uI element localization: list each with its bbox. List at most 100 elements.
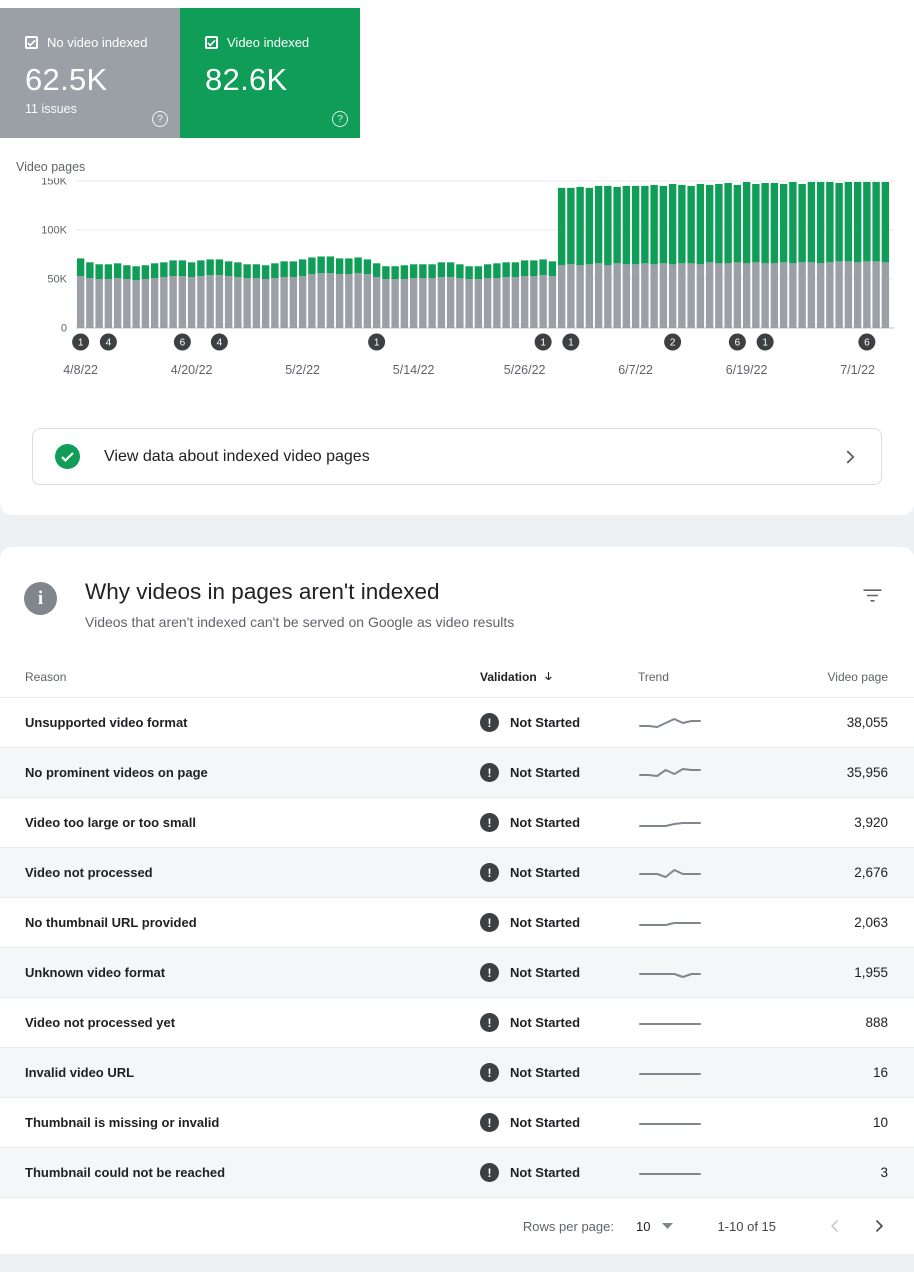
annotation-marker[interactable]: 4 [210, 333, 228, 351]
validation-status: ! Not Started [480, 963, 638, 982]
issues-header: i Why videos in pages aren't indexed Vid… [0, 579, 914, 630]
pagination-range: 1-10 of 15 [717, 1218, 776, 1234]
validation-label: Not Started [510, 765, 581, 780]
svg-text:1: 1 [78, 338, 84, 349]
video-pages-chart: Video pages 0 50K 100K 150K 1 4 6 4 1 1 1 2 6 1 6 4/8/2… [0, 160, 914, 386]
annotation-marker[interactable]: 1 [562, 333, 580, 351]
issues-table: Reason Validation Trend Video page Unsup… [0, 656, 914, 1198]
next-page-button[interactable] [866, 1213, 892, 1239]
reason-cell: Unknown video format [25, 965, 166, 980]
help-icon[interactable]: ? [152, 111, 168, 127]
svg-text:100K: 100K [41, 225, 67, 237]
reason-cell: No thumbnail URL provided [25, 915, 197, 930]
validation-status: ! Not Started [480, 1063, 638, 1082]
validation-label: Not Started [510, 1165, 581, 1180]
bars[interactable] [76, 181, 890, 328]
annotation-marker[interactable]: 1 [368, 333, 386, 351]
col-validation-sort[interactable]: Validation [480, 670, 638, 684]
reason-cell: Thumbnail is missing or invalid [25, 1115, 220, 1130]
video-page-count: 10 [872, 1115, 888, 1130]
validation-status: ! Not Started [480, 713, 638, 732]
trend-sparkline [638, 960, 783, 986]
checkbox-checked-icon[interactable] [205, 36, 218, 49]
rows-per-page-label: Rows per page: [522, 1218, 614, 1234]
col-video-page: Video page [827, 669, 888, 684]
stat-video-indexed[interactable]: Video indexed 82.6K ? [180, 8, 360, 138]
table-row[interactable]: Unsupported video format! Not Started 38,0… [0, 698, 914, 748]
validation-status: ! Not Started [480, 813, 638, 832]
exclamation-circle-icon: ! [480, 863, 499, 882]
sort-desc-icon [544, 672, 552, 681]
reason-cell: Video too large or too small [25, 815, 196, 830]
validation-label: Not Started [510, 915, 581, 930]
table-row[interactable]: Thumbnail is missing or invalid! Not Star… [0, 1098, 914, 1148]
svg-text:0: 0 [61, 323, 67, 335]
trend-sparkline [638, 910, 783, 936]
reason-cell: Invalid video URL [25, 1065, 135, 1080]
svg-text:50K: 50K [47, 274, 67, 286]
svg-text:6: 6 [864, 338, 870, 349]
rows-per-page-select[interactable]: 10 [636, 1219, 674, 1234]
validation-label: Not Started [510, 1065, 581, 1080]
chevron-right-icon [875, 1219, 884, 1233]
table-row[interactable]: No thumbnail URL provided! Not Started 2,0… [0, 898, 914, 948]
annotation-marker[interactable]: 1 [72, 333, 90, 351]
trend-sparkline [638, 1010, 783, 1036]
checkbox-checked-icon[interactable] [25, 36, 38, 49]
annotation-marker[interactable]: 1 [534, 333, 552, 351]
stacked-bar-chart[interactable]: 0 50K 100K 150K 1 4 6 4 1 1 1 2 6 1 6 4/8/22 4/20/22 5/2/… [16, 178, 898, 386]
annotation-marker[interactable]: 6 [858, 333, 876, 351]
video-page-count: 1,955 [854, 965, 888, 980]
table-row[interactable]: Video too large or too small! Not Started… [0, 798, 914, 848]
validation-label: Not Started [510, 815, 581, 830]
stat-header: Video indexed [205, 35, 344, 50]
indexing-summary-card: No video indexed 62.5K 11 issues ? Video… [0, 0, 914, 515]
validation-status: ! Not Started [480, 863, 638, 882]
help-icon[interactable]: ? [332, 111, 348, 127]
annotation-marker[interactable]: 6 [728, 333, 746, 351]
video-page-count: 888 [865, 1015, 888, 1030]
validation-status: ! Not Started [480, 1163, 638, 1182]
svg-text:5/2/22: 5/2/22 [285, 363, 320, 377]
exclamation-circle-icon: ! [480, 763, 499, 782]
stat-boxes: No video indexed 62.5K 11 issues ? Video… [0, 0, 914, 138]
exclamation-circle-icon: ! [480, 813, 499, 832]
exclamation-circle-icon: ! [480, 913, 499, 932]
annotation-marker[interactable]: 4 [99, 333, 117, 351]
exclamation-circle-icon: ! [480, 1013, 499, 1032]
stat-no-video-indexed[interactable]: No video indexed 62.5K 11 issues ? [0, 8, 180, 138]
table-row[interactable]: Video not processed yet! Not Started 888 [0, 998, 914, 1048]
view-indexed-data-link[interactable]: View data about indexed video pages [32, 428, 882, 485]
table-row[interactable]: No prominent videos on page! Not Started 3… [0, 748, 914, 798]
validation-label: Not Started [510, 965, 581, 980]
svg-text:4: 4 [217, 338, 223, 349]
svg-text:1: 1 [568, 338, 574, 349]
svg-text:5/14/22: 5/14/22 [393, 363, 435, 377]
issues-title: Why videos in pages aren't indexed [85, 579, 440, 604]
trend-sparkline [638, 710, 783, 736]
table-row[interactable]: Video not processed! Not Started 2,676 [0, 848, 914, 898]
stat-header: No video indexed [25, 35, 164, 50]
chevron-left-icon [830, 1219, 839, 1233]
exclamation-circle-icon: ! [480, 963, 499, 982]
filter-icon[interactable] [859, 585, 886, 611]
svg-text:1: 1 [540, 338, 546, 349]
validation-status: ! Not Started [480, 1013, 638, 1032]
table-row[interactable]: Invalid video URL! Not Started 16 [0, 1048, 914, 1098]
reason-cell: No prominent videos on page [25, 765, 208, 780]
annotation-marker[interactable]: 2 [664, 333, 682, 351]
annotation-marker[interactable]: 1 [756, 333, 774, 351]
table-row[interactable]: Thumbnail could not be reached! Not Start… [0, 1148, 914, 1198]
table-row[interactable]: Unknown video format! Not Started 1,955 [0, 948, 914, 998]
stat-value: 62.5K [25, 62, 108, 97]
dropdown-arrow-icon [662, 1223, 674, 1229]
check-circle-icon [55, 444, 80, 469]
stat-label: No video indexed [47, 35, 148, 50]
reason-cell: Video not processed [25, 865, 153, 880]
validation-label: Not Started [510, 865, 581, 880]
exclamation-circle-icon: ! [480, 1113, 499, 1132]
annotation-marker[interactable]: 6 [173, 333, 191, 351]
trend-sparkline [638, 810, 783, 836]
trend-sparkline [638, 860, 783, 886]
previous-page-button[interactable] [822, 1213, 848, 1239]
